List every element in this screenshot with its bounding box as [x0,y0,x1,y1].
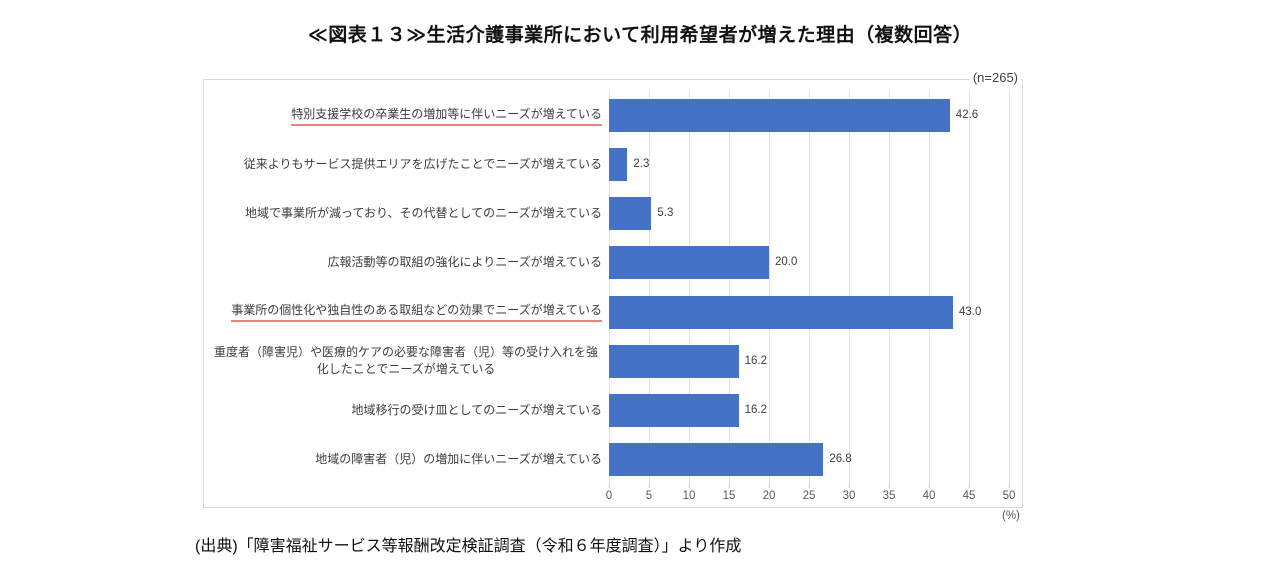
x-axis-tick-label: 10 [682,490,696,502]
axis-tick [889,484,890,488]
chart-frame: (n=265) 特別支援学校の卒業生の増加等に伴いニーズが増えている従来よりもサ… [203,70,1023,508]
x-axis-tick-label: 45 [962,490,976,502]
gridline [729,91,730,484]
category-label: 地域で事業所が減っており、その代替としてのニーズが増えている [210,189,602,238]
bar [609,295,953,329]
gridline [929,91,930,484]
x-axis-tick-label: 20 [762,490,776,502]
category-label: 地域移行の受け皿としてのニーズが増えている [210,386,602,435]
chart-title: ≪図表１３≫生活介護事業所において利用希望者が増えた理由（複数回答） [307,25,973,46]
axis-tick [769,484,770,488]
axis-unit-label: (%) [1002,510,1020,522]
category-label: 地域の障害者（児）の増加に伴いニーズが増えている [210,435,602,484]
axis-tick [969,484,970,488]
x-axis-tick-labels: 0 5 10 15 20 25 30 35 40 45 50 [605,490,1016,506]
bar-value-label: 5.3 [657,207,674,220]
axis-tick [929,484,930,488]
x-axis-tick-label: 5 [645,490,653,502]
category-label: 広報活動等の取組の強化によりニーズが増えている [210,238,602,287]
bar-value-label: 16.2 [744,403,767,416]
gridline [809,91,810,484]
category-label: 事業所の個性化や独自性のある取組などの効果でニーズが増えている [210,288,602,337]
category-label: 重度者（障害児）や医療的ケアの必要な障害者（児）等の受け入れを強化したことでニー… [210,337,602,386]
axis-tick [849,484,850,488]
category-label: 特別支援学校の卒業生の増加等に伴いニーズが増えている [210,91,602,140]
plot-area: 42.6 2.3 5.3 20.0 43.0 16.2 16.2 26.8 [609,91,1010,488]
axis-tick [729,484,730,488]
axis-tick [609,484,610,488]
bar-value-label: 2.3 [633,158,650,171]
gridline [969,91,970,484]
bar-value-label: 42.6 [955,109,979,122]
axis-tick [809,484,810,488]
bar [609,393,739,427]
bar-value-label: 20.0 [775,256,798,269]
category-label: 従来よりもサービス提供エリアを広げたことでニーズが増えている [210,140,602,189]
bar [609,99,950,133]
x-axis-tick-label: 50 [1002,490,1016,502]
bar-value-label: 43.0 [959,305,982,318]
bar-value-label: 26.8 [829,452,852,465]
x-axis-tick-label: 15 [722,490,736,502]
bar [609,148,628,182]
category-label-text: 特別支援学校の卒業生の増加等に伴いニーズが増えている [291,106,602,126]
gridline [649,91,650,484]
x-axis-tick-label: 30 [842,490,856,502]
bar [609,344,739,378]
category-axis: 特別支援学校の卒業生の増加等に伴いニーズが増えている従来よりもサービス提供エリア… [210,91,602,484]
gridline [609,91,610,484]
category-label-text: 地域で事業所が減っており、その代替としてのニーズが増えている [244,206,602,221]
category-label-text: 事業所の個性化や独自性のある取組などの効果でニーズが増えている [231,302,602,323]
bar [609,442,824,476]
category-label-text: 地域移行の受け皿としてのニーズが増えている [351,402,602,417]
category-label-text: 従来よりもサービス提供エリアを広げたことでニーズが増えている [243,157,602,172]
source-note: (出典)「障害福祉サービス等報酬改定検証調査（令和６年度調査）」より作成 [195,538,742,555]
axis-tick [689,484,690,488]
bar-value-label: 16.2 [744,354,767,367]
x-axis-tick-label: 0 [605,490,613,502]
bar [609,246,769,280]
category-label-text: 広報活動等の取組の強化によりニーズが増えている [327,255,602,270]
category-label-text: 重度者（障害児）や医療的ケアの必要な障害者（児）等の受け入れを強化したことでニー… [213,345,598,377]
axis-tick [649,484,650,488]
axis-tick [1009,484,1010,488]
gridline [769,91,770,484]
x-axis-tick-label: 35 [882,490,896,502]
x-axis-tick-label: 40 [922,490,936,502]
gridline [849,91,850,484]
gridline [889,91,890,484]
bar [609,197,652,231]
category-label-text: 地域の障害者（児）の増加に伴いニーズが増えている [315,451,602,466]
sample-size-label: (n=265) [969,70,1021,85]
gridline [689,91,690,484]
x-axis-tick-label: 25 [802,490,816,502]
gridline [1009,91,1010,484]
